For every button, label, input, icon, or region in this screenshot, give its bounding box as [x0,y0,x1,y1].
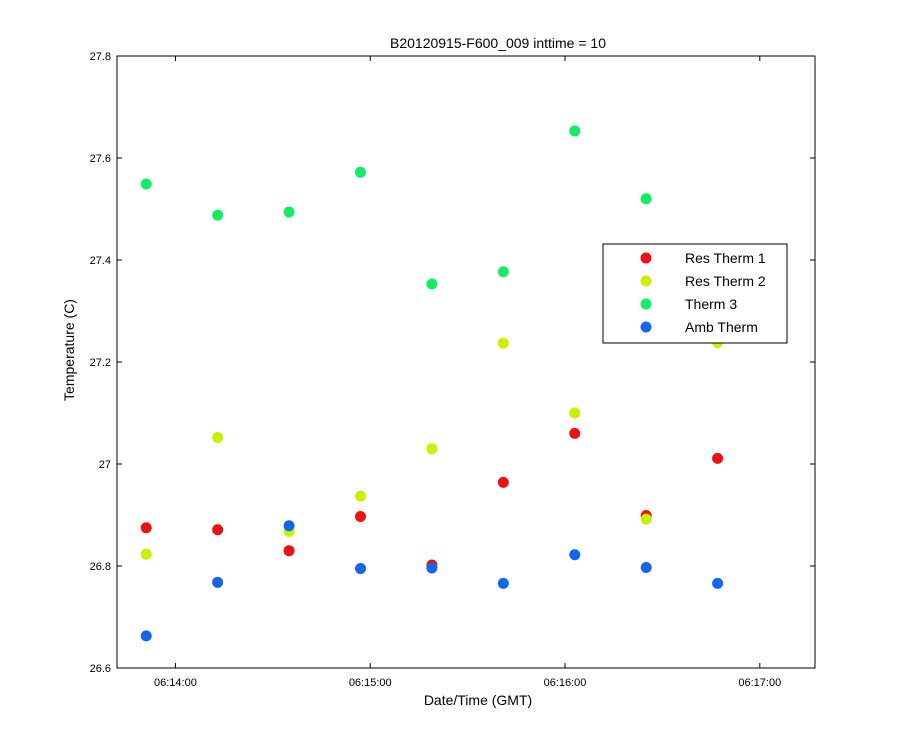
legend-marker-res-therm-2 [640,275,652,287]
data-point-amb-therm [140,630,152,642]
data-point-res-therm-2 [140,548,152,560]
data-point-amb-therm [283,520,295,532]
legend-label-res-therm-2: Res Therm 2 [685,273,766,289]
y-tick-label: 27.2 [90,357,111,369]
data-point-res-therm-1 [354,511,366,523]
y-tick-label: 27.8 [90,51,111,63]
data-point-amb-therm [354,563,366,575]
data-point-res-therm-1 [140,522,152,534]
data-point-res-therm-1 [569,427,581,439]
data-point-therm-3 [497,266,509,278]
data-point-res-therm-1 [283,545,295,557]
data-point-amb-therm [212,576,224,588]
legend-marker-therm-3 [640,298,652,310]
data-point-amb-therm [712,577,724,589]
y-tick-label: 27 [99,459,111,471]
legend-marker-amb-therm [640,321,652,333]
legend-label-therm-3: Therm 3 [685,296,737,312]
y-tick-label: 27.6 [90,153,111,165]
y-axis-title: Temperature (C) [61,299,77,401]
data-points [140,125,724,642]
data-point-therm-3 [426,278,438,290]
x-tick-label: 06:15:00 [349,677,392,689]
data-point-therm-3 [569,125,581,137]
data-point-res-therm-2 [569,407,581,419]
data-point-res-therm-2 [497,337,509,349]
data-point-res-therm-1 [497,476,509,488]
x-tick-label: 06:16:00 [544,677,587,689]
data-point-res-therm-2 [640,513,652,525]
data-point-amb-therm [497,577,509,589]
legend-label-amb-therm: Amb Therm [685,319,758,335]
legend-marker-res-therm-1 [640,252,652,264]
data-point-therm-3 [354,166,366,178]
series-therm-3 [140,125,652,290]
legend-label-res-therm-1: Res Therm 1 [685,250,766,266]
x-tick-label: 06:14:00 [154,677,197,689]
y-tick-label: 26.8 [90,561,111,573]
x-axis-title: Date/Time (GMT) [424,692,532,708]
y-tick-label: 27.4 [90,255,111,267]
data-point-therm-3 [140,178,152,190]
data-point-res-therm-1 [212,524,224,536]
data-point-amb-therm [640,562,652,574]
y-tick-label: 26.6 [90,663,111,675]
plot-area [116,55,816,669]
series-amb-therm [140,520,724,642]
x-axis: 06:14:00 06:15:00 06:16:00 06:17:00 [154,56,781,689]
data-point-res-therm-2 [212,431,224,443]
legend: Res Therm 1 Res Therm 2 Therm 3 Amb Therm [602,243,788,344]
data-point-res-therm-1 [712,452,724,464]
data-point-amb-therm [426,562,438,574]
data-point-therm-3 [283,206,295,218]
x-tick-label: 06:17:00 [738,677,781,689]
y-axis: 26.6 26.8 27 27.2 27.4 27.6 27.8 [90,51,815,675]
data-point-therm-3 [212,209,224,221]
data-point-res-therm-2 [354,490,366,502]
legend-box [602,243,788,344]
data-point-therm-3 [640,193,652,205]
chart-title: B20120915-F600_009 inttime = 10 [390,35,606,51]
data-point-res-therm-2 [426,443,438,455]
data-point-amb-therm [569,549,581,561]
